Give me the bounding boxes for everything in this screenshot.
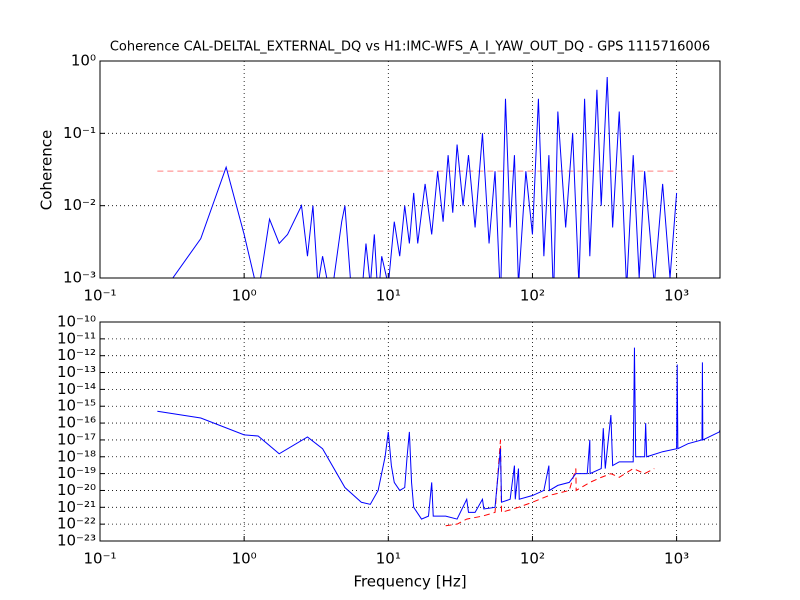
y-tick-label: 10⁻¹⁶ xyxy=(57,414,96,432)
y-tick-label: 10⁻¹ xyxy=(63,124,96,142)
y-tick-label: 10⁻¹³ xyxy=(57,363,96,381)
y-tick-label: 10⁻¹¹ xyxy=(57,329,96,347)
y-axis-label: Coherence xyxy=(38,130,56,210)
x-tick-label: 10¹ xyxy=(376,287,401,305)
y-tick-label: 10⁻²³ xyxy=(57,532,96,550)
x-tick-label: 10¹ xyxy=(376,550,401,568)
y-tick-label: 10⁻²² xyxy=(57,515,96,533)
y-tick-label: 10⁻¹⁹ xyxy=(57,464,96,482)
data-line xyxy=(157,347,720,520)
x-axis-label: Frequency [Hz] xyxy=(353,573,466,591)
y-tick-label: 10⁻¹⁴ xyxy=(57,380,96,398)
x-tick-label: 10² xyxy=(520,550,545,568)
x-tick-label: 10⁰ xyxy=(232,287,257,305)
y-tick-label: 10⁰ xyxy=(71,52,96,70)
y-tick-label: 10⁻¹⁸ xyxy=(57,447,96,465)
x-tick-label: 10⁻¹ xyxy=(83,550,116,568)
x-tick-label: 10² xyxy=(520,287,545,305)
y-tick-label: 10⁻¹⁵ xyxy=(57,397,96,415)
data-line xyxy=(172,77,678,278)
x-tick-label: 10³ xyxy=(664,550,689,568)
y-tick-label: 10⁻³ xyxy=(63,269,96,287)
plot-frame xyxy=(99,60,721,279)
y-tick-label: 10⁻²⁰ xyxy=(57,481,96,499)
y-tick-label: 10⁻¹² xyxy=(57,346,96,364)
chart-title: Coherence CAL-DELTAL_EXTERNAL_DQ vs H1:I… xyxy=(110,40,710,55)
y-tick-label: 10⁻¹⁷ xyxy=(57,430,96,448)
y-tick-label: 10⁻¹⁰ xyxy=(57,313,96,331)
x-tick-label: 10³ xyxy=(664,287,689,305)
plot-frame xyxy=(99,321,721,542)
y-tick-label: 10⁻²¹ xyxy=(57,498,96,516)
y-tick-label: 10⁻² xyxy=(63,196,96,214)
data-line xyxy=(445,439,655,527)
x-tick-label: 10⁻¹ xyxy=(83,287,116,305)
x-tick-label: 10⁰ xyxy=(232,550,257,568)
